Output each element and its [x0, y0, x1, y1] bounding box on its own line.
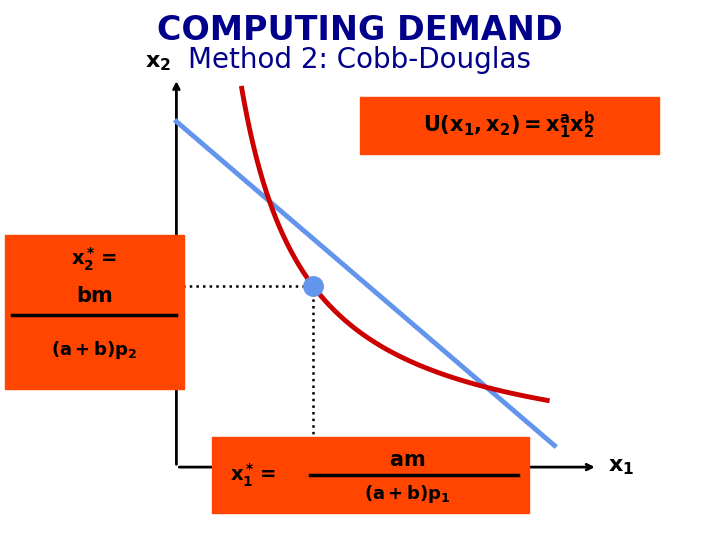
Text: $\mathbf{U(x_1,x_2) = x_1^a x_2^b}$: $\mathbf{U(x_1,x_2) = x_1^a x_2^b}$ — [423, 110, 595, 141]
FancyBboxPatch shape — [212, 437, 529, 513]
Text: $\mathbf{bm}$: $\mathbf{bm}$ — [76, 286, 113, 307]
Text: $\mathbf{x_2^* =}$: $\mathbf{x_2^* =}$ — [71, 246, 117, 273]
FancyBboxPatch shape — [5, 235, 184, 389]
Text: Method 2: Cobb-Douglas: Method 2: Cobb-Douglas — [189, 46, 531, 74]
Text: $\mathbf{x_1}$: $\mathbf{x_1}$ — [608, 457, 634, 477]
FancyBboxPatch shape — [360, 97, 659, 154]
Text: $\mathbf{(a+b)p_1}$: $\mathbf{(a+b)p_1}$ — [364, 483, 450, 505]
Text: $\mathbf{am}$: $\mathbf{am}$ — [389, 450, 425, 470]
Text: COMPUTING DEMAND: COMPUTING DEMAND — [157, 14, 563, 46]
Text: $\mathbf{x_2}$: $\mathbf{x_2}$ — [145, 53, 171, 73]
Text: $\mathbf{(a+b)p_2}$: $\mathbf{(a+b)p_2}$ — [51, 339, 138, 361]
Text: $\mathbf{x_1^* =}$: $\mathbf{x_1^* =}$ — [230, 462, 276, 489]
